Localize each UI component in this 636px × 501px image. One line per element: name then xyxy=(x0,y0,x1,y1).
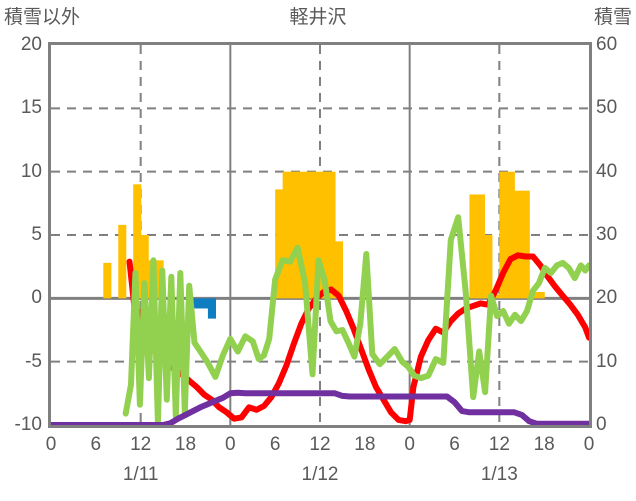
y-axis-tick-left: 5 xyxy=(31,224,42,245)
bar-bars-positive xyxy=(320,171,329,299)
bar-bars-positive xyxy=(536,292,545,299)
bar-bars-positive xyxy=(469,194,478,299)
bar-bars-positive xyxy=(290,171,299,299)
x-axis-tick: 12 xyxy=(309,434,331,455)
x-axis-tick: 6 xyxy=(90,434,102,455)
bar-bars-positive xyxy=(282,171,291,299)
bar-bars-negative xyxy=(207,298,216,319)
y-axis-tick-left: 10 xyxy=(20,160,42,182)
bar-bars-positive xyxy=(133,184,142,299)
bar-bars-positive xyxy=(312,171,321,299)
x-axis-tick: 6 xyxy=(269,434,281,455)
bar-bars-positive xyxy=(297,171,306,299)
x-axis-tick: 0 xyxy=(583,434,595,455)
bar-bars-positive xyxy=(103,262,112,299)
x-axis-tick: 18 xyxy=(354,434,376,455)
bar-bars-positive xyxy=(506,171,515,299)
bar-bars-positive xyxy=(327,171,336,299)
page-title: 軽井沢 xyxy=(289,7,347,28)
x-axis-tick: 6 xyxy=(449,434,460,455)
x-axis-date-label: 1/12 xyxy=(301,464,339,485)
y-axis-tick-left: 20 xyxy=(20,34,42,55)
chart-svg xyxy=(51,45,589,425)
bar-bars-positive xyxy=(140,235,149,299)
y-axis-tick-right: 20 xyxy=(596,287,618,309)
y-axis-tick-right: 40 xyxy=(596,160,618,182)
bar-bars-positive xyxy=(275,189,284,299)
line-green-line xyxy=(122,214,589,425)
y-axis-tick-right: 60 xyxy=(596,34,618,55)
bar-bars-negative xyxy=(200,298,209,309)
x-axis-date-label: 1/13 xyxy=(480,464,518,485)
x-axis-tick: 0 xyxy=(225,434,236,455)
bar-bars-positive xyxy=(514,190,523,299)
x-axis-tick: 0 xyxy=(45,434,57,455)
plot-area xyxy=(48,42,592,428)
y-axis-tick-left: -10 xyxy=(14,414,42,435)
plot-canvas xyxy=(51,45,589,425)
right-axis-title: 積雪 xyxy=(593,7,632,28)
y-axis-tick-right: 0 xyxy=(596,414,607,435)
left-axis-title: 積雪以外 xyxy=(4,7,81,28)
y-axis-tick-right: 50 xyxy=(596,97,618,119)
y-axis-tick-left: 0 xyxy=(31,287,42,309)
y-axis-tick-left: -5 xyxy=(25,350,42,372)
y-axis-tick-left: 15 xyxy=(20,97,42,119)
x-axis-tick: 18 xyxy=(174,434,197,455)
bar-bars-positive xyxy=(305,171,314,299)
x-axis-tick: 12 xyxy=(130,434,152,455)
bar-bars-positive xyxy=(521,190,530,299)
x-axis-tick: 12 xyxy=(488,434,510,455)
bar-bars-positive xyxy=(499,171,508,299)
x-axis-date-label: 1/11 xyxy=(122,464,159,485)
bar-bars-positive xyxy=(118,224,127,299)
line-purple-line xyxy=(51,389,589,425)
x-axis-tick: 18 xyxy=(533,434,555,455)
x-axis-tick: 0 xyxy=(404,434,415,455)
bar-bars-positive xyxy=(484,235,493,299)
y-axis-tick-right: 30 xyxy=(596,224,618,245)
bar-bars-negative xyxy=(192,298,202,309)
bar-bars-positive xyxy=(334,241,344,299)
bar-bars-positive xyxy=(476,194,485,299)
y-axis-tick-right: 10 xyxy=(596,350,618,372)
